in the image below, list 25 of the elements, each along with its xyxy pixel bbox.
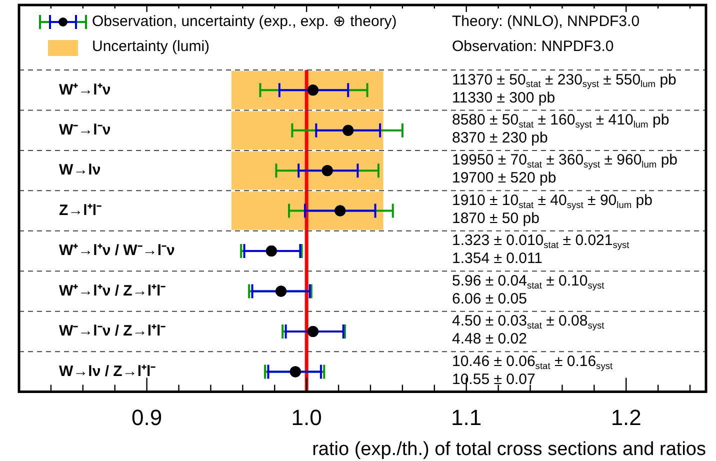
y-tick-label: W→lν / Z→l⁺l⁻ bbox=[59, 362, 156, 380]
y-tick-label: W⁻→l⁻ν / Z→l⁺l⁻ bbox=[59, 322, 166, 340]
annotation: 6.06 ± 0.05 bbox=[452, 290, 527, 308]
x-tick-label: 0.9 bbox=[132, 405, 162, 430]
y-tick-label: W⁺→l⁺ν / Z→l⁺l⁻ bbox=[59, 282, 166, 300]
annotation: 4.48 ± 0.02 bbox=[452, 330, 527, 348]
y-tick-label: W⁻→l⁻ν bbox=[59, 121, 111, 138]
y-tick-label: W⁺→l⁺ν bbox=[59, 81, 111, 98]
x-tick-label: 1.2 bbox=[610, 405, 642, 430]
text: Observation: NNPDF3.0 bbox=[452, 38, 614, 56]
x-tick-label: 1.0 bbox=[291, 405, 322, 430]
x-tick-label: 1.1 bbox=[451, 405, 482, 430]
annotation: 10.55 ± 0.07 bbox=[452, 370, 536, 388]
annotation: 19700 ± 520 pb bbox=[452, 170, 556, 187]
annotation: 11330 ± 300 pb bbox=[452, 89, 556, 106]
legend-label: Uncertainty (lumi) bbox=[92, 38, 210, 56]
y-tick-label: W→lν bbox=[59, 162, 101, 179]
y-tick-label: Z→l⁺l⁻ bbox=[59, 202, 102, 219]
text: Theory: (NNLO), NNPDF3.0 bbox=[452, 13, 640, 30]
annotation: 1.354 ± 0.011 bbox=[452, 250, 543, 268]
annotation: 8370 ± 230 pb bbox=[452, 129, 548, 146]
annotation: 1870 ± 50 pb bbox=[452, 210, 540, 227]
legend-label: Observation, uncertainty (exp., exp. ⊕ theory) bbox=[92, 13, 397, 30]
x-axis-title: ratio (exp./th.) of total cross sections and ratios bbox=[312, 438, 706, 460]
y-tick-label: W⁺→l⁺ν / W⁻→l⁻ν bbox=[59, 242, 175, 260]
